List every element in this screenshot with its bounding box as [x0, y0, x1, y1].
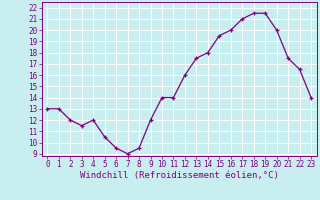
X-axis label: Windchill (Refroidissement éolien,°C): Windchill (Refroidissement éolien,°C) [80, 171, 279, 180]
